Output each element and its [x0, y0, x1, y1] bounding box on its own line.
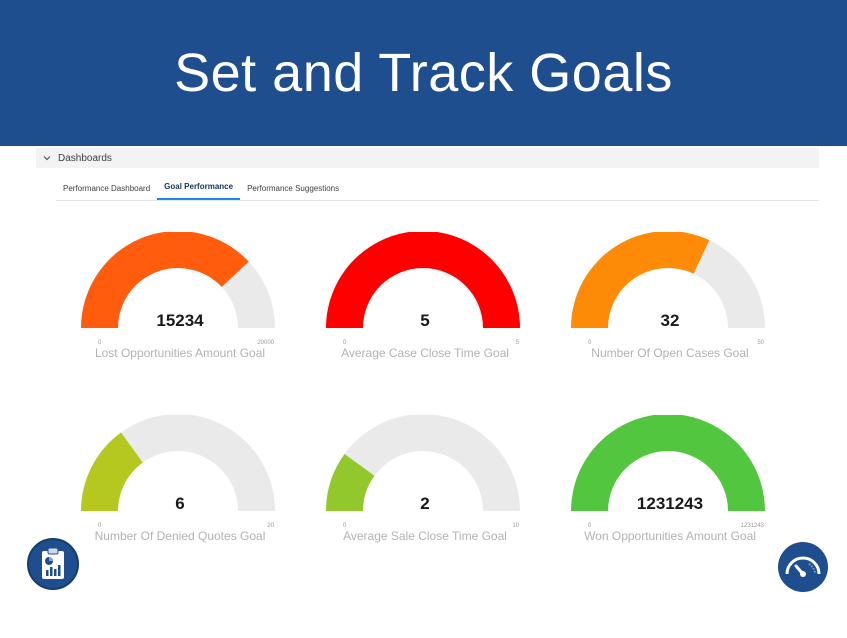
- gauge-min-label: 0: [588, 340, 592, 346]
- gauge-value: 5: [420, 311, 430, 330]
- gauge-average-case-close-time[interactable]: 5 0 5 Average Case Close Time Goal: [325, 232, 525, 362]
- gauge-title: Average Case Close Time Goal: [341, 346, 509, 360]
- gauge-min-label: 0: [98, 340, 102, 346]
- gauge-max-label: 10: [512, 523, 519, 529]
- gauge-fill: [81, 432, 143, 511]
- gauge-chart: [81, 415, 275, 511]
- gauge-max-label: 1231243: [740, 523, 764, 529]
- gauge-chart: [326, 415, 520, 511]
- page-title: Set and Track Goals: [174, 43, 673, 103]
- dashboard-tabs: Performance Dashboard Goal Performance P…: [56, 176, 819, 201]
- gauge-average-sale-close-time[interactable]: 2 0 10 Average Sale Close Time Goal: [325, 415, 525, 545]
- gauge-fill: [571, 232, 710, 328]
- dashboards-section-header[interactable]: Dashboards: [36, 148, 819, 168]
- gauge-lost-opportunities[interactable]: 15234 0 20000 Lost Opportunities Amount …: [80, 232, 280, 362]
- gauge-fill: [326, 453, 375, 511]
- chevron-down-icon: [43, 156, 51, 161]
- gauge-value: 15234: [156, 311, 204, 330]
- gauge-won-opportunities[interactable]: 1231243 0 1231243 Won Opportunities Amou…: [570, 415, 770, 545]
- section-label: Dashboards: [58, 152, 112, 164]
- gauge-min-label: 0: [588, 523, 592, 529]
- gauge-value: 1231243: [636, 494, 704, 513]
- tab-label: Goal Performance: [164, 182, 234, 191]
- clipboard-chart-icon: [27, 538, 79, 590]
- tab-goal-performance[interactable]: Goal Performance: [157, 182, 241, 200]
- tab-label: Performance Suggestions: [247, 184, 340, 193]
- gauge-value: 6: [175, 494, 185, 513]
- gauge-value: 2: [420, 494, 430, 513]
- tab-performance-suggestions[interactable]: Performance Suggestions: [240, 183, 346, 200]
- gauge-title: Won Opportunities Amount Goal: [584, 529, 756, 543]
- gauge-value: 32: [660, 311, 680, 330]
- gauge-chart: [81, 232, 275, 328]
- gauge-max-label: 20: [267, 523, 274, 529]
- gauge-open-cases[interactable]: 32 0 50 Number Of Open Cases Goal: [570, 232, 770, 362]
- gauge-track: [326, 415, 520, 511]
- tab-label: Performance Dashboard: [63, 184, 151, 193]
- gauge-fill: [326, 232, 520, 328]
- gauge-fill: [81, 232, 249, 328]
- gauge-title: Lost Opportunities Amount Goal: [94, 346, 266, 360]
- gauge-chart: [571, 232, 765, 328]
- title-banner: Set and Track Goals: [0, 0, 847, 146]
- speedometer-icon: [778, 542, 828, 592]
- gauge-max-label: 50: [757, 340, 764, 346]
- gauge-track: [81, 415, 275, 511]
- gauge-denied-quotes[interactable]: 6 0 20 Number Of Denied Quotes Goal: [80, 415, 280, 545]
- gauge-title: Number Of Denied Quotes Goal: [94, 529, 266, 543]
- gauge-min-label: 0: [343, 523, 347, 529]
- gauge-max-label: 5: [515, 340, 519, 346]
- gauge-title: Number Of Open Cases Goal: [591, 346, 749, 360]
- gauge-min-label: 0: [98, 523, 102, 529]
- tab-performance-dashboard[interactable]: Performance Dashboard: [56, 183, 157, 200]
- gauge-title: Average Sale Close Time Goal: [343, 529, 507, 543]
- gauge-fill: [571, 415, 765, 511]
- gauge-chart: [571, 415, 765, 511]
- gauge-chart: [326, 232, 520, 328]
- gauge-max-label: 20000: [257, 340, 274, 346]
- gauge-min-label: 0: [343, 340, 347, 346]
